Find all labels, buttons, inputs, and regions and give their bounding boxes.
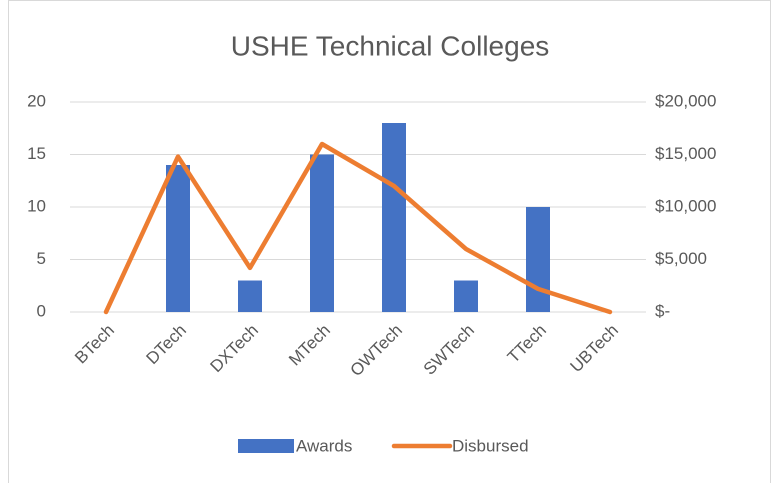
y2-tick-label: $10,000 xyxy=(655,196,716,215)
y-tick-label: 20 xyxy=(27,91,46,110)
bar xyxy=(382,123,406,312)
chart-title: USHE Technical Colleges xyxy=(231,30,550,61)
bar xyxy=(166,165,190,312)
y2-tick-label: $20,000 xyxy=(655,91,716,110)
y2-tick-label: $15,000 xyxy=(655,144,716,163)
line xyxy=(103,141,613,315)
legend-swatch xyxy=(238,439,294,453)
y2-tick-label: $5,000 xyxy=(655,249,707,268)
bar xyxy=(238,280,262,312)
y-tick-label: 0 xyxy=(37,301,46,320)
y-tick-label: 10 xyxy=(27,196,46,215)
y-tick-label: 15 xyxy=(27,144,46,163)
y-tick-label: 5 xyxy=(37,249,46,268)
bar xyxy=(526,207,550,312)
bar xyxy=(310,154,334,312)
bar xyxy=(454,280,478,312)
legend-label: Disbursed xyxy=(452,436,529,455)
legend-label: Awards xyxy=(296,436,352,455)
y2-tick-label: $- xyxy=(655,301,670,320)
